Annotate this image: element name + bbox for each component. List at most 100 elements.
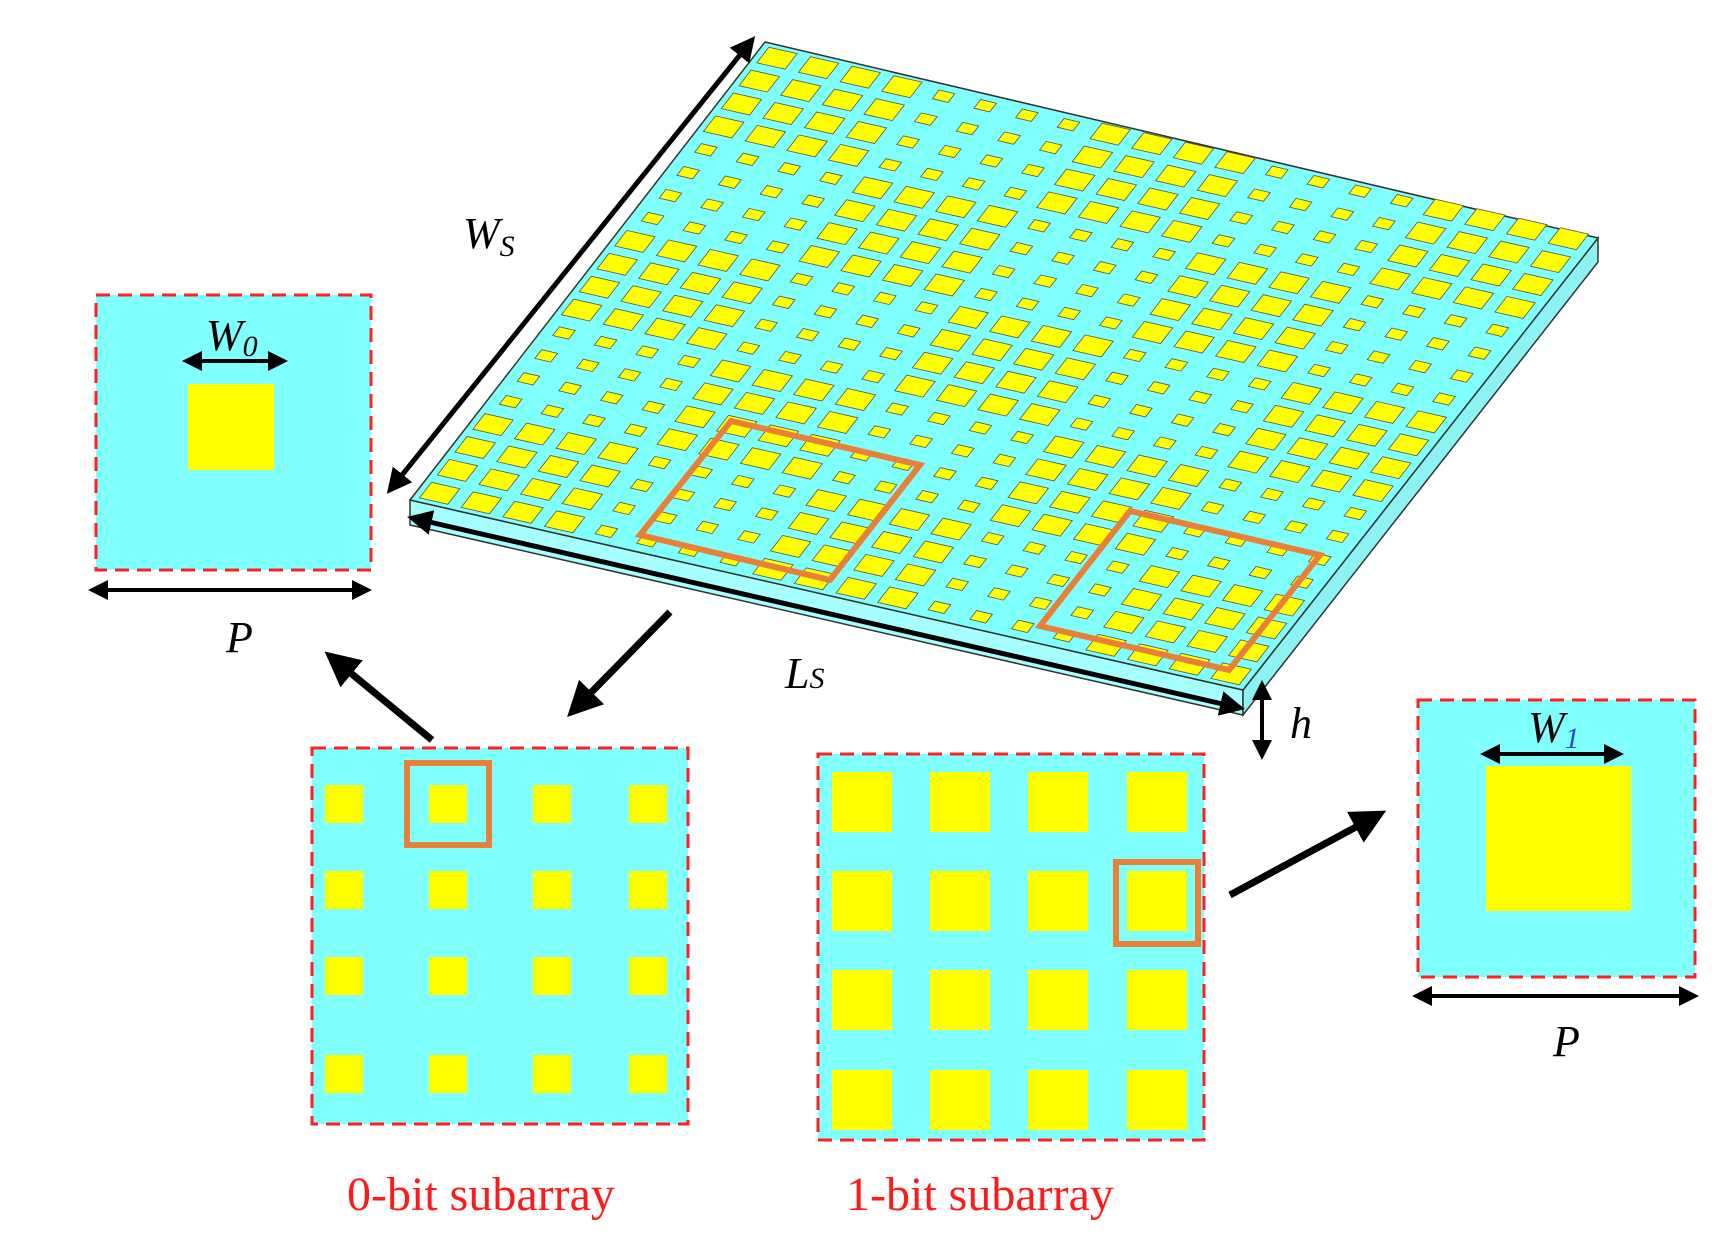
unit-cell-patch (780, 79, 822, 103)
unit-cell-patch (931, 89, 956, 103)
unit-cell-patch (1304, 414, 1347, 438)
unit-cell-patch (1262, 404, 1305, 428)
unit-cell-patch (896, 135, 920, 149)
unit-cell-patch (1077, 200, 1120, 224)
caption-0bit-subarray: 0-bit subarray (347, 1168, 615, 1221)
unit-cell-patch (798, 245, 841, 268)
unit-cell-patch (1387, 433, 1430, 457)
unit-cell-patch (1150, 486, 1192, 510)
subarray-1bit-patch (1127, 772, 1187, 832)
subarray-0bit-patch (629, 871, 667, 909)
subarray-1bit-patch (930, 772, 990, 832)
unit-cell-patch (1042, 435, 1085, 459)
unit-cell-patch (1446, 231, 1489, 255)
w0-label: W0 (206, 311, 258, 363)
unit-cell-patch (1036, 380, 1079, 404)
unit-cell-patch (974, 476, 999, 490)
unit-cell-patch (1211, 234, 1236, 248)
subarray-1bit-patch (1028, 1070, 1088, 1130)
unit-cell-patch (955, 121, 980, 136)
unit-cell-patch (1325, 529, 1350, 544)
unit-cell-patch (783, 217, 808, 231)
unit-cell-patch (1547, 227, 1590, 251)
caption-1bit-subarray: 1-bit subarray (846, 1168, 1114, 1221)
unit-cell-patch (1322, 391, 1364, 415)
unit-cell-patch (1401, 304, 1427, 318)
unit-cell-patch (909, 434, 933, 449)
unit-cell-patch (771, 295, 796, 309)
subarray-0bit: 0-bit subarray (310, 746, 690, 1221)
unit-cell-patch (1369, 267, 1412, 291)
unit-cell-patch (995, 370, 1037, 394)
subarray-0bit-patch (533, 785, 571, 823)
p-label-left: P (225, 613, 253, 662)
unit-cell-patch (1310, 469, 1353, 493)
unit-cell-patch (1172, 141, 1215, 165)
unit-cell-patch (1066, 467, 1109, 491)
arrow-board-to-0bit-subarray (567, 609, 673, 717)
unit-cell-patch (893, 374, 936, 398)
unit-cell-patch (935, 384, 978, 408)
unit-cell-patch (1348, 184, 1372, 198)
unit-cell-patch (1487, 240, 1530, 264)
unit-cell-patch (1330, 207, 1355, 221)
unit-cell-patch (1253, 243, 1278, 258)
unit-cell-patch (920, 167, 944, 182)
unit-cell-patch (1410, 276, 1453, 300)
unit-cell-patch (1363, 400, 1406, 424)
unit-cell-patch (1294, 253, 1319, 267)
unit-cell-patch (831, 471, 856, 485)
unit-cell-patch (1164, 358, 1189, 372)
unit-cell-patch (1280, 381, 1323, 405)
unit-cell-patch (1152, 436, 1177, 450)
w1-label: W1 (1528, 703, 1580, 755)
unit-cell-patch (1095, 178, 1138, 201)
unit-cell-patch (1229, 211, 1254, 225)
unit-cell-patch (1092, 261, 1117, 275)
unit-cell-patch (1328, 446, 1370, 470)
unit-cell-patch (915, 490, 940, 504)
unit-cell-patch (926, 411, 951, 426)
unit-cell-patch (1170, 413, 1195, 427)
unit-cell-patch (933, 467, 957, 481)
unit-cell-patch (1470, 263, 1512, 287)
unit-cell-patch (885, 402, 910, 416)
unit-cell-patch (971, 338, 1013, 362)
unit-cell-patch (881, 264, 924, 287)
unit-cell-patch (1154, 164, 1197, 188)
unit-cell-patch (1372, 216, 1396, 231)
p-label-right: P (1552, 1017, 1580, 1066)
unit-cell-patch (1146, 381, 1171, 395)
unit-cell-patch (1256, 349, 1299, 373)
unit-cell-patch (1467, 346, 1492, 360)
unit-cell-patch (1226, 261, 1269, 285)
unit-cell-patch (1345, 423, 1388, 447)
unit-cell-patch (765, 240, 790, 254)
unit-cell-patch (1268, 460, 1311, 484)
ls-label: LS (784, 649, 824, 698)
unit-cell-patch (1190, 307, 1233, 331)
unit-cell-patch (880, 75, 923, 99)
unit-cell-patch (1529, 250, 1572, 274)
unit-cell-patch (754, 318, 778, 332)
unit-cell-patch (961, 177, 986, 191)
unit-cell-patch (816, 222, 858, 246)
subarray-1bit-patch (1028, 871, 1088, 931)
subarray-0bit-patch (533, 871, 571, 909)
unit-cell-patch (855, 314, 880, 328)
unit-cell-patch (1173, 330, 1215, 354)
unit-cell-patch (803, 111, 846, 135)
metasurface-board (408, 41, 1600, 718)
subarray-0bit-patch (429, 785, 467, 823)
unit-cell-patch (1405, 410, 1448, 434)
unit-cell-patch (1194, 445, 1219, 460)
subarray-0bit-selected-cell (404, 760, 492, 848)
unit-cell-patch (1404, 221, 1447, 245)
unit-cell-patch (1206, 367, 1230, 382)
unit-cell-patch (913, 112, 938, 126)
unit-cell-patch (713, 497, 738, 512)
unit-cell-patch (929, 328, 972, 352)
unit-cell-patch (819, 360, 844, 374)
unit-cell-patch (1131, 321, 1174, 344)
unit-cell-patch (1113, 155, 1155, 179)
